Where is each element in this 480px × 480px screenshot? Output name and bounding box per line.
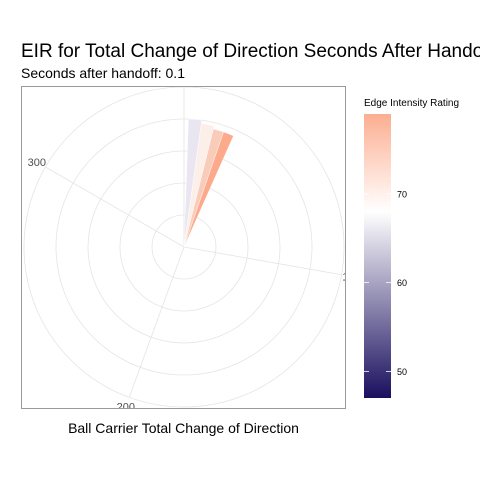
colorbar-tick-label: 60 <box>397 278 407 288</box>
chart-title: EIR for Total Change of Direction Second… <box>21 41 480 62</box>
legend-title: Edge Intensity Rating <box>364 98 460 109</box>
polar-plot: 0100200300 <box>23 72 361 414</box>
color-legend: 70 60 50 <box>364 114 407 398</box>
colorbar: 70 60 50 <box>364 114 407 398</box>
grid-spoke <box>45 166 185 248</box>
x-axis-label: Ball Carrier Total Change of Direction <box>68 420 299 436</box>
grid-spoke <box>128 246 185 398</box>
theta-tick-label: 100 <box>342 272 345 284</box>
plot-panel: 0100200300 <box>21 72 361 414</box>
theta-tick-label: 300 <box>28 157 46 169</box>
theta-tick-label: 200 <box>117 402 135 408</box>
colorbar-tick-label: 70 <box>397 189 407 199</box>
polar-bar <box>183 131 234 248</box>
grid-spoke <box>183 246 342 276</box>
chart-subtitle: Seconds after handoff: 0.1 <box>21 65 185 81</box>
colorbar-tick-label: 50 <box>397 367 407 377</box>
colorbar-fill <box>364 114 391 398</box>
